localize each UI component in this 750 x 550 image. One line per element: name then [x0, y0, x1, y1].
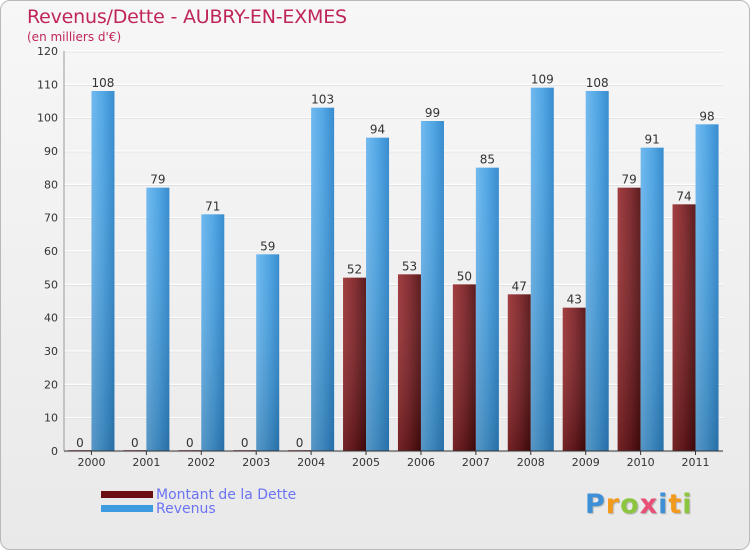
legend-swatch-revenue: [101, 505, 153, 512]
legend-label-revenue: Revenus: [156, 501, 216, 517]
proxiti-logo: Proxiti: [585, 489, 693, 520]
logo-letter: x: [639, 489, 659, 520]
bar-debt-shade: [397, 274, 421, 451]
y-tick-label: 90: [44, 145, 58, 158]
bar-revenue-shade: [640, 147, 664, 451]
data-label-revenue: 98: [699, 109, 714, 123]
y-tick-label: 120: [37, 45, 58, 58]
data-label-revenue: 94: [370, 123, 385, 137]
x-tick-label: 2004: [297, 456, 325, 469]
logo-letter: i: [658, 489, 669, 520]
logo-letter: t: [668, 489, 683, 520]
bar-revenue-shade: [91, 91, 115, 451]
data-labels: 0 108 0 79 0 71 0 59 0 103 52 94 53 99 50 85 47 109 43 108 7…: [76, 73, 715, 450]
x-tick-label: 2007: [462, 456, 490, 469]
y-tick-label: 60: [44, 245, 58, 258]
data-label-debt: 0: [186, 436, 194, 450]
data-label-revenue: 109: [531, 73, 554, 87]
data-label-revenue: 71: [205, 199, 220, 213]
bar-revenue-shade: [585, 91, 609, 451]
x-tick-label: 2005: [352, 456, 380, 469]
data-label-debt: 79: [621, 173, 636, 187]
y-tick-label: 10: [44, 412, 58, 425]
y-tick-label: 20: [44, 378, 58, 391]
data-label-revenue: 91: [644, 133, 659, 147]
bars: [68, 87, 719, 452]
logo-letter: r: [605, 489, 621, 520]
data-label-debt: 0: [296, 436, 304, 450]
logo-letter: P: [585, 489, 606, 520]
x-tick-label: 2006: [407, 456, 435, 469]
data-label-debt: 52: [347, 263, 362, 277]
data-label-revenue: 103: [311, 93, 334, 107]
data-label-debt: 43: [567, 293, 582, 307]
data-label-debt: 74: [676, 189, 691, 203]
data-label-debt: 0: [76, 436, 84, 450]
bar-revenue-shade: [366, 137, 390, 451]
bar-revenue-shade: [311, 107, 335, 452]
data-label-debt: 0: [241, 436, 249, 450]
bar-revenue-shade: [420, 121, 444, 451]
x-tick-label: 2008: [517, 456, 545, 469]
y-tick-label: 100: [37, 112, 58, 125]
bar-debt-shade: [343, 277, 367, 451]
x-tick-label: 2010: [627, 456, 655, 469]
data-label-revenue: 79: [150, 173, 165, 187]
bar-revenue-shade: [256, 254, 280, 451]
bar-revenue-shade: [530, 87, 554, 452]
data-label-revenue: 108: [586, 76, 609, 90]
y-axis: 0 10 20 30 40 50 60 70 80 90 100 110 120: [37, 45, 65, 458]
data-label-revenue: 59: [260, 239, 275, 253]
x-tick-label: 2003: [242, 456, 270, 469]
x-tick-label: 2011: [682, 456, 710, 469]
y-tick-label: 0: [51, 445, 58, 458]
y-tick-label: 30: [44, 345, 58, 358]
x-tick-label: 2000: [77, 456, 105, 469]
bar-revenue-shade: [475, 167, 499, 451]
data-label-debt: 47: [512, 279, 527, 293]
bar-debt-shade: [507, 294, 531, 451]
bar-debt-shade: [452, 284, 476, 451]
chart-subtitle: (en milliers d'€): [27, 30, 122, 44]
data-label-revenue: 99: [425, 106, 440, 120]
y-tick-label: 110: [37, 78, 58, 91]
bar-revenue-shade: [695, 124, 719, 451]
y-tick-label: 40: [44, 312, 58, 325]
data-label-revenue: 108: [92, 76, 115, 90]
logo-letter: i: [682, 489, 693, 520]
x-tick-label: 2002: [187, 456, 215, 469]
x-tick-label: 2001: [132, 456, 160, 469]
bar-revenue-shade: [201, 214, 225, 451]
bar-revenue-shade: [146, 187, 170, 451]
bar-debt-shade: [562, 307, 586, 451]
y-tick-label: 80: [44, 178, 58, 191]
data-label-debt: 0: [131, 436, 139, 450]
legend-label-debt: Montant de la Dette: [156, 487, 297, 503]
legend-swatch-debt: [101, 491, 153, 498]
y-tick-label: 50: [44, 278, 58, 291]
bar-debt-shade: [617, 187, 641, 451]
data-label-revenue: 85: [480, 153, 495, 167]
y-tick-label: 70: [44, 212, 58, 225]
logo-letter: o: [620, 489, 640, 520]
data-label-debt: 53: [402, 259, 417, 273]
x-axis: 2000 2001 2002 2003 2004 2005 2006 2007 2008 2009…: [64, 450, 723, 469]
bar-debt-shade: [672, 204, 696, 451]
data-label-debt: 50: [457, 269, 472, 283]
x-tick-label: 2009: [572, 456, 600, 469]
chart-title: Revenus/Dette - AUBRY-EN-EXMES: [27, 6, 347, 28]
grid: [64, 50, 723, 453]
